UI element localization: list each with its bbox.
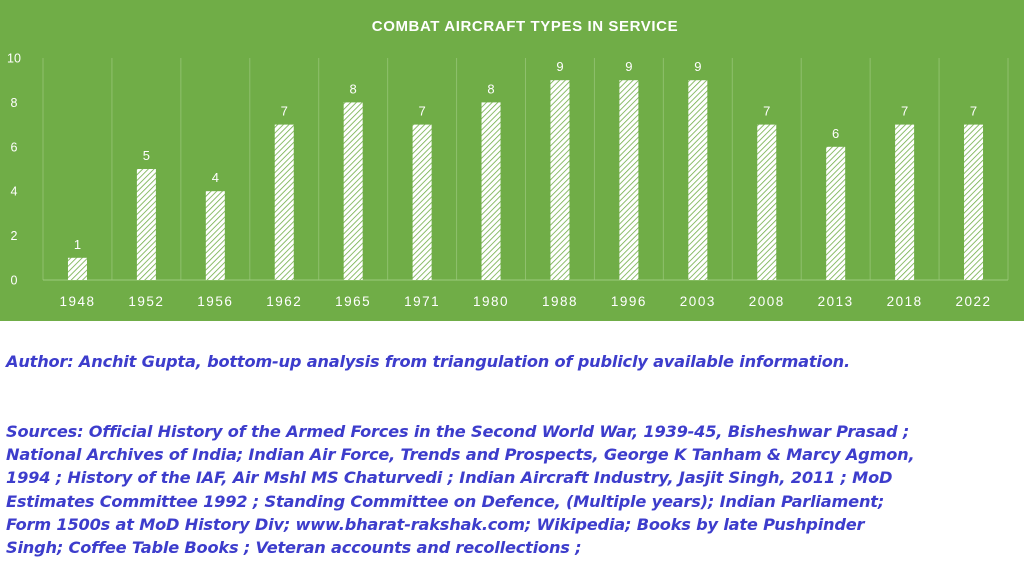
x-tick-label: 1971: [404, 294, 440, 309]
bar-2022: [964, 124, 984, 280]
bar-2003: [688, 80, 708, 280]
bar-2013: [826, 146, 846, 280]
data-label: 8: [487, 81, 494, 96]
bar-1948: [67, 257, 87, 280]
bar-2018: [895, 124, 915, 280]
bar-1971: [412, 124, 432, 280]
sources-note: Sources: Official History of the Armed F…: [6, 421, 915, 558]
data-label: 7: [763, 104, 770, 119]
data-label: 9: [625, 59, 632, 74]
bar-1980: [481, 102, 501, 281]
x-tick-label: 2018: [887, 294, 923, 309]
x-tick-label: 1988: [542, 294, 578, 309]
x-tick-label: 1996: [611, 294, 647, 309]
data-label: 7: [418, 104, 425, 119]
x-tick-label: 2003: [680, 294, 716, 309]
data-label: 8: [350, 81, 357, 96]
data-label: 7: [901, 104, 908, 119]
bar-1965: [343, 102, 363, 281]
data-label: 9: [694, 59, 701, 74]
x-tick-label: 1965: [335, 294, 371, 309]
bar-2008: [757, 124, 777, 280]
data-label: 7: [970, 104, 977, 119]
chart-area: COMBAT AIRCRAFT TYPES IN SERVICE 0 2 4 6 8 10…: [0, 0, 1024, 321]
x-tick-label: 2013: [818, 294, 854, 309]
author-note: Author: Anchit Gupta, bottom-up analysis…: [6, 352, 850, 372]
y-tick-label: 4: [11, 185, 18, 199]
x-tick-label: 1956: [197, 294, 233, 309]
x-tick-label: 1962: [266, 294, 302, 309]
data-label: 7: [281, 104, 288, 119]
x-tick-label: 2008: [749, 294, 785, 309]
bar-chart: COMBAT AIRCRAFT TYPES IN SERVICE 0 2 4 6 8 10…: [7, 18, 1009, 309]
y-tick-label: 6: [11, 140, 18, 154]
y-tick-label: 10: [7, 52, 21, 66]
bar-1956: [205, 191, 225, 280]
y-tick-label: 0: [11, 274, 18, 288]
y-tick-label: 8: [11, 96, 18, 110]
x-tick-label: 1952: [128, 294, 164, 309]
bar-1962: [274, 124, 294, 280]
data-label: 1: [74, 237, 81, 252]
x-tick-label: 1948: [59, 294, 95, 309]
bar-1996: [619, 80, 639, 280]
data-label: 6: [832, 126, 839, 141]
x-tick-label: 1980: [473, 294, 509, 309]
x-tick-label: 2022: [956, 294, 992, 309]
y-tick-label: 2: [11, 229, 18, 243]
data-label: 5: [143, 148, 150, 163]
notes: Author: Anchit Gupta, bottom-up analysis…: [6, 327, 1022, 583]
bar-1988: [550, 80, 570, 280]
chart-title: COMBAT AIRCRAFT TYPES IN SERVICE: [372, 18, 678, 35]
bar-1952: [136, 169, 156, 280]
data-label: 4: [212, 170, 219, 185]
data-label: 9: [556, 59, 563, 74]
